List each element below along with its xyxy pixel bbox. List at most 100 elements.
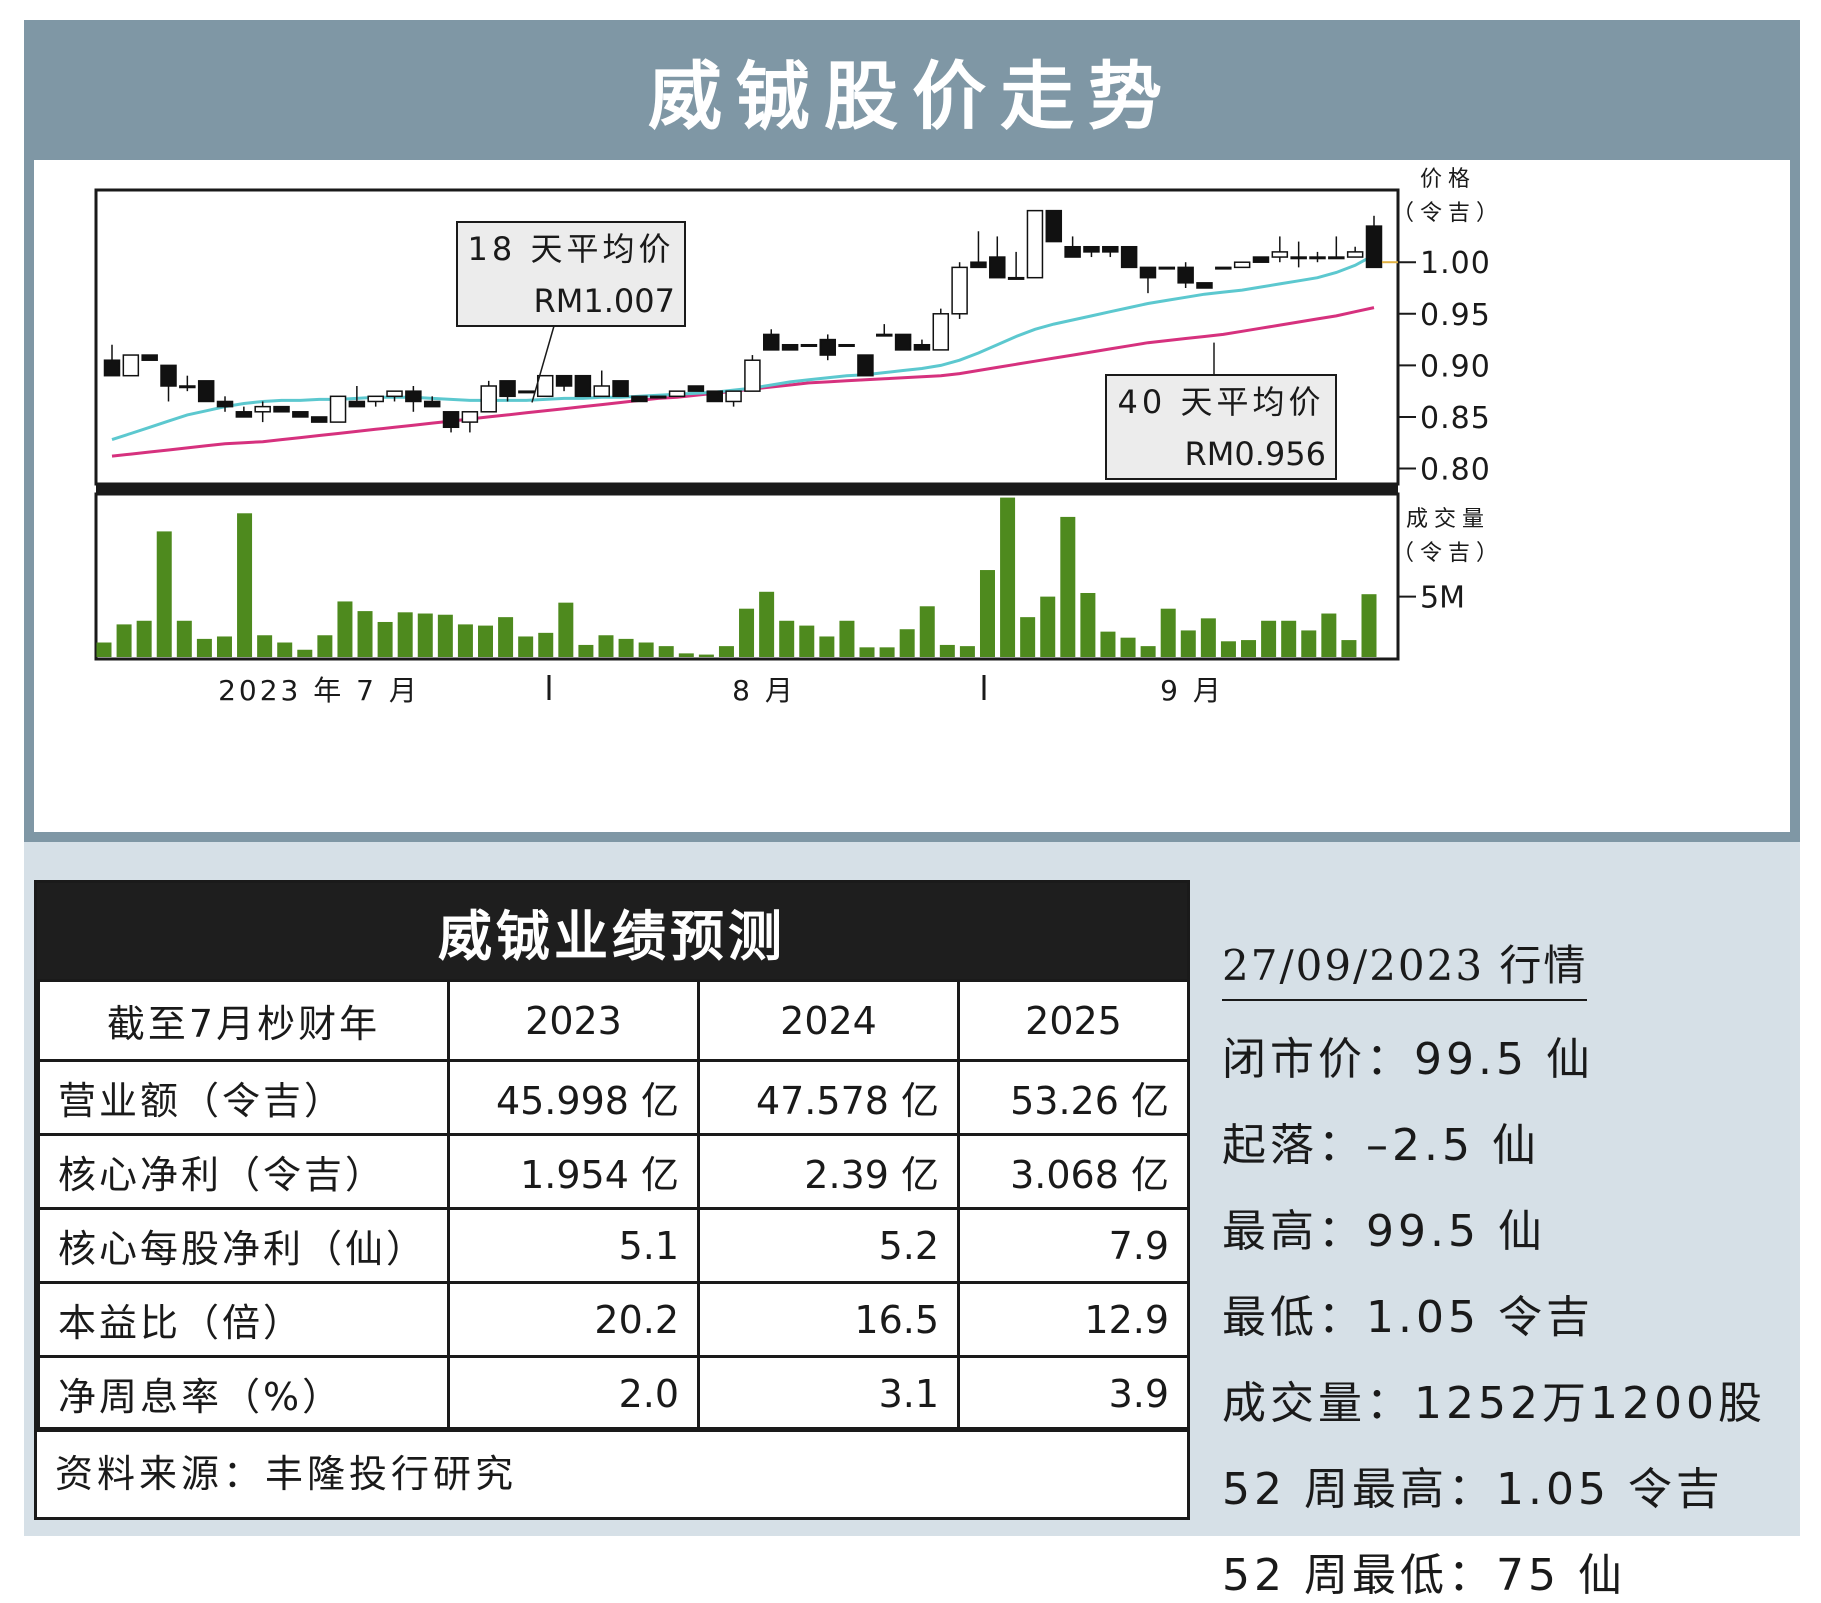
month-label: 2023 年 7 月 xyxy=(218,674,420,707)
chart-area: 1.00 0.95 0.90 0.85 0.80 价格 （令吉） 18 天平均价 RM1.007… xyxy=(34,160,1790,832)
volume-bar xyxy=(1060,516,1076,657)
volume-bar xyxy=(437,614,453,657)
candle-body xyxy=(857,354,874,377)
ma18-line xyxy=(111,253,1375,442)
candle-body xyxy=(1271,251,1289,258)
candle-body xyxy=(480,385,497,413)
row-value: 1.954 亿 xyxy=(447,1133,700,1210)
candle-body xyxy=(819,338,837,356)
candle-body xyxy=(292,411,309,418)
source-divider xyxy=(37,1427,1187,1430)
candle-body xyxy=(951,266,968,315)
candle-body xyxy=(894,333,912,351)
candle-body xyxy=(499,380,516,398)
quote-52w-high: 52 周最高：1.05 令吉 xyxy=(1222,1464,1724,1515)
volume-bar xyxy=(698,654,714,657)
volume-bar xyxy=(1200,618,1216,657)
row-value: 16.5 xyxy=(697,1281,960,1358)
candle-body xyxy=(1233,261,1251,269)
candle-body xyxy=(122,354,140,377)
volume-bar xyxy=(899,629,915,657)
row-label: 核心每股净利（仙） xyxy=(37,1207,450,1284)
volume-bar xyxy=(1261,620,1277,657)
volume-bar xyxy=(1301,630,1317,657)
row-value: 3.9 xyxy=(957,1355,1190,1432)
month-label: 9 月 xyxy=(1160,674,1224,707)
candle-body xyxy=(574,374,592,398)
volume-bar xyxy=(1180,630,1196,657)
volume-bar xyxy=(1100,631,1116,657)
volume-bar xyxy=(196,638,212,657)
volume-bar xyxy=(1020,617,1036,657)
volume-bar xyxy=(498,617,514,657)
volume-bar xyxy=(939,644,955,657)
forecast-header-cell: 截至7月杪财年 xyxy=(37,979,450,1062)
volume-bar xyxy=(337,601,353,657)
volume-bar xyxy=(1080,592,1096,657)
volume-bar xyxy=(457,624,473,657)
candle-body xyxy=(235,411,253,418)
ma18-label: 18 天平均价 xyxy=(468,230,675,268)
price-axis-unit: （令吉） xyxy=(1392,201,1504,226)
volume-bar xyxy=(1241,640,1257,657)
candle-body xyxy=(744,359,761,392)
volume-bar xyxy=(297,649,313,657)
row-value: 5.2 xyxy=(697,1207,960,1284)
candle-body xyxy=(1215,266,1232,270)
candle-body xyxy=(932,313,950,351)
forecast-row: 净周息率（%） 2.0 3.1 3.9 xyxy=(37,1355,1190,1432)
volume-bar xyxy=(658,646,674,657)
candle-body xyxy=(649,395,667,399)
candle-body xyxy=(405,390,422,403)
volume-bar xyxy=(759,591,775,657)
volume-bar xyxy=(1321,613,1337,657)
price-tick-label: 1.00 xyxy=(1420,246,1491,281)
candle-body xyxy=(310,416,328,423)
volume-bar xyxy=(317,635,333,657)
volume-bar xyxy=(1281,620,1297,657)
volume-bar xyxy=(799,625,815,657)
quote-low: 最低：1.05 令吉 xyxy=(1222,1292,1594,1343)
volume-bar xyxy=(357,611,373,657)
volume-bar xyxy=(718,646,734,657)
volume-bar xyxy=(257,635,273,657)
row-label: 净周息率（%） xyxy=(37,1355,450,1432)
candle-body xyxy=(518,390,535,394)
quote-close: 闭市价：99.5 仙 xyxy=(1222,1034,1594,1085)
quote-date: 27/09/2023 行情 xyxy=(1222,932,1588,1001)
row-value: 5.1 xyxy=(447,1207,700,1284)
volume-bar xyxy=(96,642,112,657)
volume-bar xyxy=(1361,594,1377,657)
ma18-callout-box xyxy=(456,221,686,327)
candle-body xyxy=(555,374,573,387)
candle-body xyxy=(1139,266,1157,279)
candle-body xyxy=(160,364,177,387)
chart-panel: 威铖股价走势 1.00 0.95 0.90 0.85 0.80 价格 （令吉） 18 天平均价… xyxy=(24,20,1800,842)
volume-bar xyxy=(397,612,413,657)
price-tick-label: 0.80 xyxy=(1420,453,1491,488)
volume-bar xyxy=(959,646,975,657)
forecast-row: 核心净利（令吉） 1.954 亿 2.39 亿 3.068 亿 xyxy=(37,1133,1190,1210)
quote-volume: 成交量：1252万1200股 xyxy=(1222,1378,1766,1429)
candle-body xyxy=(1309,256,1326,260)
volume-bar xyxy=(1341,640,1357,657)
forecast-row: 营业额（令吉） 45.998 亿 47.578 亿 53.26 亿 xyxy=(37,1059,1190,1136)
forecast-header-cell: 2023 xyxy=(447,979,700,1062)
panel-divider xyxy=(96,484,1398,494)
forecast-table-box: 威铖业绩预测 截至7月杪财年 2023 2024 2025 营业额（令吉） 45… xyxy=(34,880,1190,1520)
row-value: 2.0 xyxy=(447,1355,700,1432)
row-value: 20.2 xyxy=(447,1281,700,1358)
volume-bar xyxy=(919,606,935,657)
candle-body xyxy=(706,390,723,403)
volume-bar xyxy=(879,647,895,657)
row-value: 47.578 亿 xyxy=(697,1059,960,1136)
price-tick-label: 0.90 xyxy=(1420,349,1491,384)
volume-bar xyxy=(478,625,494,657)
volume-bar xyxy=(518,636,534,657)
candle-body xyxy=(141,354,158,361)
candle-body xyxy=(1007,276,1025,280)
candle-body xyxy=(989,256,1006,279)
volume-bar xyxy=(216,636,232,657)
candle-body xyxy=(329,395,347,423)
volume-bar xyxy=(1040,596,1056,657)
